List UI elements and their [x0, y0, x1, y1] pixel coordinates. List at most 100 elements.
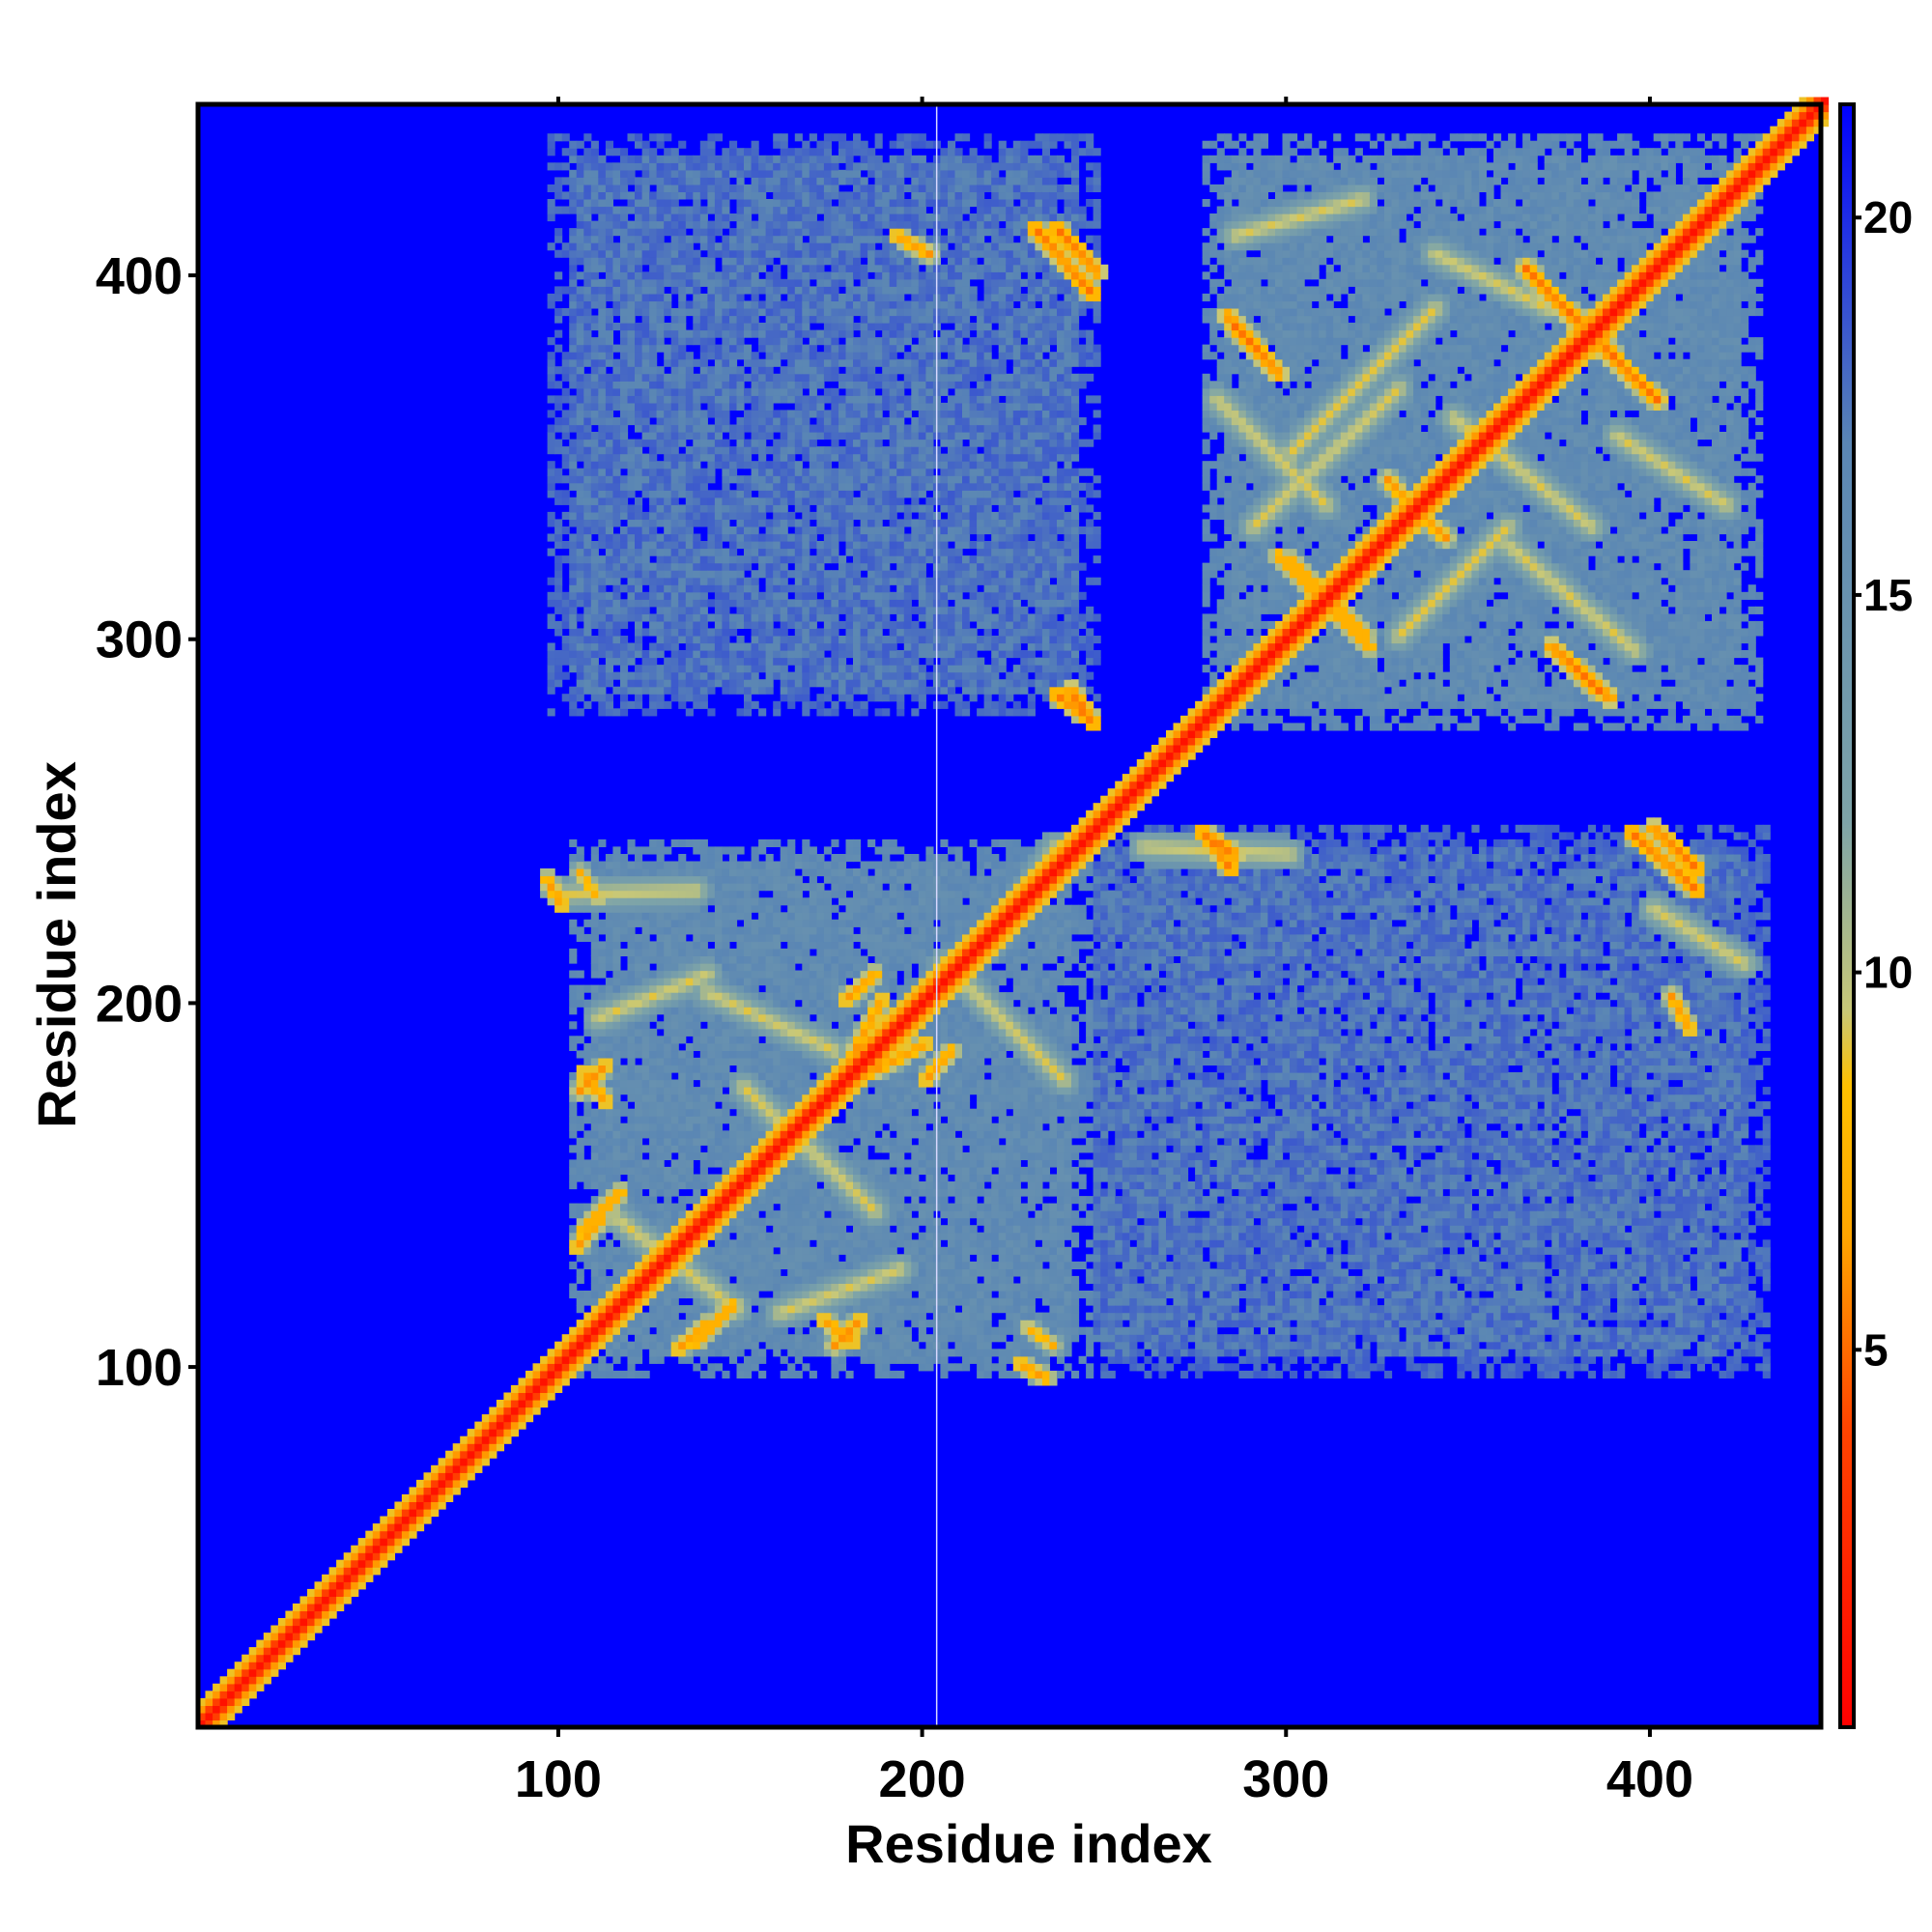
heatmap-cell — [685, 1355, 694, 1364]
heatmap-cell — [765, 1013, 774, 1022]
heatmap-cell — [678, 875, 687, 884]
heatmap-cell — [670, 1065, 679, 1073]
heatmap-cell — [773, 387, 781, 396]
heatmap-cell — [656, 599, 665, 608]
heatmap-cell — [787, 555, 796, 564]
heatmap-cell — [678, 511, 687, 521]
heatmap-cell — [328, 1567, 337, 1576]
heatmap-cell — [758, 366, 767, 375]
heatmap-cell — [641, 904, 650, 913]
heatmap-cell — [547, 373, 555, 382]
heatmap-cell — [699, 591, 708, 600]
heatmap-cell — [802, 912, 810, 921]
heatmap-cell — [699, 293, 708, 302]
heatmap-cell — [714, 606, 724, 614]
heatmap-cell — [605, 599, 614, 608]
heatmap-cell — [460, 1450, 469, 1459]
heatmap-cell — [664, 402, 672, 412]
heatmap-cell — [627, 191, 636, 200]
heatmap-cell — [620, 1203, 629, 1211]
heatmap-cell — [744, 1341, 753, 1350]
heatmap-cell — [693, 541, 701, 550]
heatmap-cell — [699, 1116, 708, 1124]
heatmap-cell — [635, 694, 643, 702]
heatmap-cell — [722, 883, 730, 892]
heatmap-cell — [583, 1174, 592, 1182]
heatmap-cell — [802, 628, 810, 637]
heatmap-cell — [773, 271, 781, 280]
heatmap-cell — [765, 1021, 774, 1030]
heatmap-cell — [605, 286, 614, 295]
heatmap-cell — [656, 381, 665, 389]
heatmap-cell — [590, 1079, 599, 1088]
heatmap-cell — [794, 1275, 803, 1285]
heatmap-cell — [787, 548, 796, 556]
heatmap-cell — [605, 883, 614, 892]
heatmap-cell — [627, 278, 636, 287]
heatmap-cell — [744, 613, 753, 622]
heatmap-cell — [736, 344, 745, 353]
heatmap-cell — [605, 242, 614, 251]
heatmap-cell — [678, 984, 687, 993]
heatmap-cell — [670, 1021, 679, 1030]
heatmap-cell — [569, 249, 578, 258]
heatmap-cell — [758, 606, 767, 614]
heatmap-cell — [678, 1072, 687, 1081]
heatmap-cell — [576, 861, 584, 869]
heatmap-cell — [729, 1151, 738, 1161]
heatmap-cell — [787, 278, 796, 287]
heatmap-cell — [620, 162, 629, 171]
heatmap-cell — [547, 883, 555, 892]
heatmap-cell — [401, 1501, 411, 1510]
heatmap-cell — [744, 1065, 753, 1073]
heatmap-cell — [590, 912, 599, 921]
heatmap-cell — [357, 1581, 366, 1590]
heatmap-cell — [664, 890, 672, 898]
heatmap-cell — [699, 271, 708, 280]
heatmap-cell — [693, 1297, 701, 1306]
heatmap-cell — [714, 963, 724, 972]
heatmap-cell — [699, 1007, 708, 1015]
heatmap-cell — [583, 155, 592, 163]
heatmap-cell — [787, 228, 796, 237]
heatmap-cell — [707, 933, 716, 943]
heatmap-cell — [794, 577, 803, 585]
heatmap-cell — [802, 1203, 810, 1211]
heatmap-cell — [656, 439, 665, 447]
heatmap-cell — [714, 526, 724, 535]
heatmap-cell — [722, 337, 730, 346]
heatmap-cell — [758, 199, 767, 208]
heatmap-cell — [234, 1705, 242, 1714]
heatmap-cell — [707, 206, 716, 214]
heatmap-cell — [714, 315, 724, 324]
heatmap-cell — [773, 184, 781, 193]
heatmap-cell — [678, 919, 687, 927]
heatmap-cell — [714, 417, 724, 426]
heatmap-cell — [590, 497, 599, 505]
heatmap-cell — [590, 323, 599, 331]
heatmap-cell — [794, 926, 803, 935]
heatmap-cell — [627, 381, 636, 389]
heatmap-cell — [670, 526, 679, 535]
heatmap-cell — [554, 315, 563, 324]
heatmap-cell — [707, 1181, 716, 1190]
heatmap-cell — [664, 1181, 672, 1190]
heatmap-cell — [569, 642, 578, 651]
heatmap-cell — [802, 1305, 810, 1314]
heatmap-cell — [664, 1028, 672, 1037]
heatmap-cell — [547, 381, 555, 389]
heatmap-cell — [765, 665, 774, 673]
heatmap-cell — [649, 1028, 658, 1037]
heatmap-cell — [693, 1101, 701, 1110]
heatmap-cell — [489, 1443, 497, 1452]
heatmap-cell — [699, 1334, 708, 1343]
heatmap-cell — [751, 155, 759, 163]
heatmap-cell — [751, 599, 759, 608]
heatmap-cell — [693, 1261, 701, 1270]
heatmap-cell — [649, 599, 658, 608]
heatmap-cell — [744, 1275, 753, 1285]
heatmap-cell — [598, 1246, 607, 1255]
heatmap-cell — [678, 1349, 687, 1357]
heatmap-cell — [758, 1203, 767, 1211]
heatmap-cell — [583, 526, 592, 535]
